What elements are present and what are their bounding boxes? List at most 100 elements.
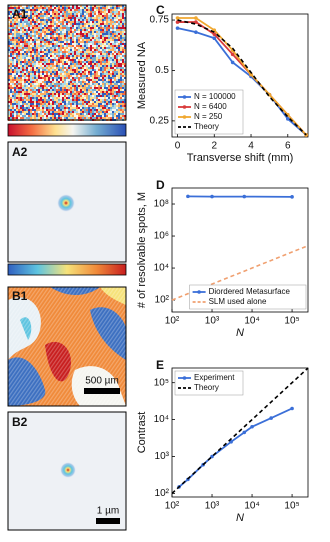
- noise-pixel: [82, 29, 84, 31]
- noise-pixel: [94, 47, 96, 49]
- noise-pixel: [12, 65, 14, 67]
- noise-pixel: [50, 21, 52, 23]
- noise-pixel: [80, 93, 82, 95]
- noise-pixel: [110, 63, 112, 65]
- noise-pixel: [102, 93, 104, 95]
- noise-pixel: [102, 95, 104, 97]
- noise-pixel: [114, 79, 116, 81]
- noise-pixel: [112, 29, 114, 31]
- noise-pixel: [114, 105, 116, 107]
- noise-pixel: [12, 63, 14, 65]
- noise-pixel: [66, 43, 68, 45]
- noise-pixel: [48, 35, 50, 37]
- noise-pixel: [28, 81, 30, 83]
- noise-pixel: [108, 83, 110, 85]
- noise-pixel: [80, 105, 82, 107]
- noise-pixel: [20, 55, 22, 57]
- noise-pixel: [102, 45, 104, 47]
- noise-pixel: [82, 73, 84, 75]
- noise-pixel: [34, 39, 36, 41]
- noise-pixel: [52, 109, 54, 111]
- noise-pixel: [54, 77, 56, 79]
- noise-pixel: [114, 67, 116, 69]
- noise-pixel: [42, 53, 44, 55]
- noise-pixel: [26, 73, 28, 75]
- noise-pixel: [84, 103, 86, 105]
- noise-pixel: [116, 41, 118, 43]
- noise-pixel: [90, 9, 92, 11]
- noise-pixel: [78, 115, 80, 117]
- noise-pixel: [40, 111, 42, 113]
- noise-pixel: [40, 79, 42, 81]
- noise-pixel: [62, 65, 64, 67]
- noise-pixel: [60, 63, 62, 65]
- noise-pixel: [86, 77, 88, 79]
- noise-pixel: [30, 113, 32, 115]
- noise-pixel: [104, 19, 106, 21]
- noise-pixel: [56, 83, 58, 85]
- noise-pixel: [66, 117, 68, 119]
- noise-pixel: [70, 57, 72, 59]
- noise-pixel: [84, 27, 86, 29]
- noise-pixel: [66, 75, 68, 77]
- noise-pixel: [48, 99, 50, 101]
- noise-pixel: [68, 95, 70, 97]
- noise-pixel: [34, 27, 36, 29]
- noise-pixel: [16, 31, 18, 33]
- noise-pixel: [10, 101, 12, 103]
- noise-pixel: [22, 83, 24, 85]
- noise-pixel: [44, 19, 46, 21]
- noise-pixel: [104, 91, 106, 93]
- noise-pixel: [32, 21, 34, 23]
- noise-pixel: [38, 91, 40, 93]
- noise-pixel: [94, 77, 96, 79]
- noise-pixel: [64, 67, 66, 69]
- noise-pixel: [92, 115, 94, 117]
- noise-pixel: [44, 103, 46, 105]
- noise-pixel: [12, 59, 14, 61]
- noise-pixel: [100, 85, 102, 87]
- noise-pixel: [112, 113, 114, 115]
- noise-pixel: [74, 81, 76, 83]
- noise-pixel: [28, 113, 30, 115]
- noise-pixel: [110, 117, 112, 119]
- noise-pixel: [26, 47, 28, 49]
- noise-pixel: [56, 99, 58, 101]
- noise-pixel: [78, 87, 80, 89]
- noise-pixel: [70, 45, 72, 47]
- noise-pixel: [90, 89, 92, 91]
- noise-pixel: [62, 55, 64, 57]
- noise-pixel: [102, 43, 104, 45]
- noise-pixel: [36, 75, 38, 77]
- data-point: [290, 407, 294, 411]
- noise-pixel: [74, 63, 76, 65]
- noise-pixel: [26, 97, 28, 99]
- noise-pixel: [120, 53, 122, 55]
- noise-pixel: [50, 79, 52, 81]
- noise-pixel: [10, 45, 12, 47]
- noise-pixel: [22, 99, 24, 101]
- noise-pixel: [50, 43, 52, 45]
- noise-pixel: [24, 23, 26, 25]
- noise-pixel: [38, 87, 40, 89]
- noise-pixel: [56, 59, 58, 61]
- noise-pixel: [24, 105, 26, 107]
- noise-pixel: [54, 55, 56, 57]
- noise-pixel: [98, 31, 100, 33]
- noise-pixel: [118, 99, 120, 101]
- noise-pixel: [116, 31, 118, 33]
- noise-pixel: [48, 79, 50, 81]
- noise-pixel: [42, 15, 44, 17]
- noise-pixel: [80, 111, 82, 113]
- noise-pixel: [108, 63, 110, 65]
- noise-pixel: [86, 93, 88, 95]
- noise-pixel: [24, 115, 26, 117]
- noise-pixel: [88, 73, 90, 75]
- data-point: [176, 16, 180, 20]
- noise-pixel: [90, 19, 92, 21]
- noise-pixel: [82, 27, 84, 29]
- noise-pixel: [10, 95, 12, 97]
- noise-pixel: [108, 93, 110, 95]
- noise-pixel: [22, 107, 24, 109]
- noise-pixel: [24, 49, 26, 51]
